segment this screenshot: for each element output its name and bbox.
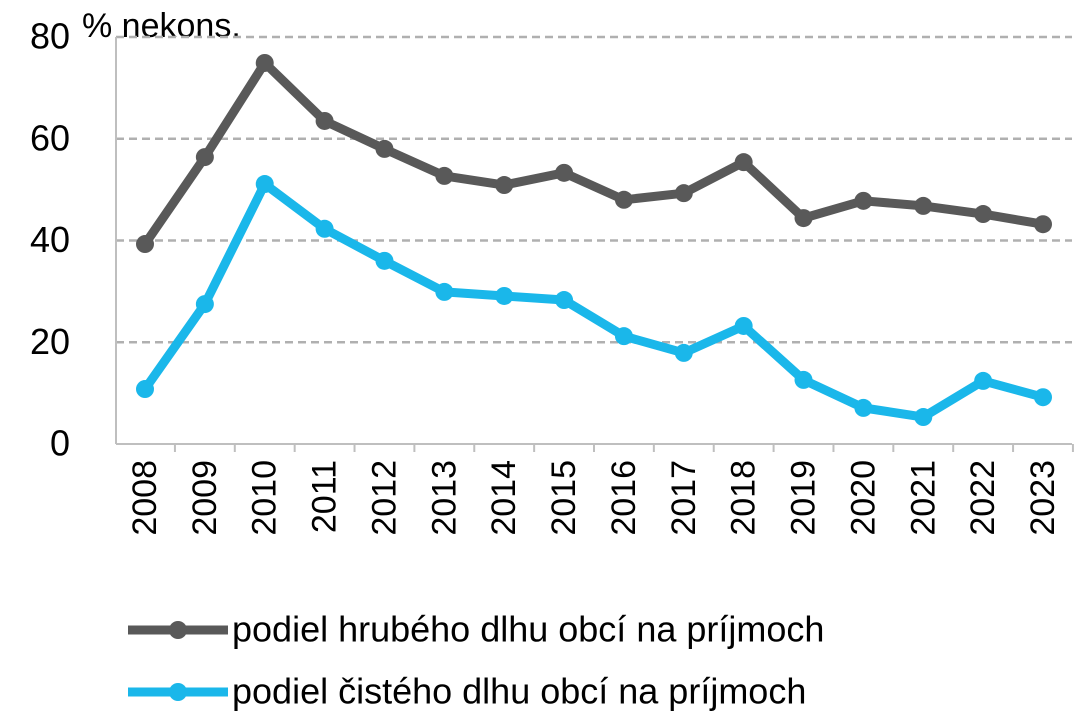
data-point (136, 235, 154, 254)
data-point (1034, 215, 1052, 234)
data-point (674, 343, 693, 362)
y-tick-label: 80 (30, 16, 70, 57)
x-tick-label: 2012 (365, 460, 403, 536)
x-tick-label: 2010 (246, 460, 284, 536)
data-point (614, 327, 633, 346)
series-line (141, 179, 1045, 422)
data-point (794, 209, 813, 228)
data-point (1034, 388, 1052, 407)
x-tick-label: 2021 (904, 460, 942, 536)
data-point (555, 291, 574, 310)
y-tick-label: 0 (50, 423, 70, 464)
data-point (914, 408, 933, 427)
x-tick-label: 2009 (186, 460, 224, 536)
data-point (195, 295, 214, 314)
x-tick-label: 2020 (844, 460, 882, 536)
x-tick-label: 2015 (545, 460, 583, 536)
x-tick-label: 2019 (785, 460, 823, 536)
y-tick-label: 60 (30, 117, 70, 158)
x-tick-label: 2013 (425, 460, 463, 536)
data-point (854, 191, 873, 210)
data-point (914, 196, 933, 215)
data-point (435, 166, 454, 185)
data-point (974, 371, 993, 390)
legend-marker (169, 621, 187, 639)
x-tick-label: 2016 (605, 460, 643, 536)
data-point (495, 286, 514, 305)
data-point (375, 251, 394, 270)
data-point (315, 111, 334, 130)
y-tick-label: 40 (30, 219, 70, 260)
data-point (555, 163, 574, 182)
data-point (435, 282, 454, 301)
series-line (141, 58, 1044, 247)
data-point (495, 176, 514, 195)
y-tick-label: 20 (30, 321, 70, 362)
data-point (614, 190, 633, 209)
data-point (315, 219, 334, 238)
x-tick-label: 2017 (665, 460, 703, 536)
x-tick-label: 2018 (725, 460, 763, 536)
legend-label: podiel hrubého dlhu obcí na príjmoch (232, 609, 824, 650)
x-tick-label: 2014 (485, 460, 523, 536)
data-point (974, 205, 993, 224)
x-tick-label: 2022 (964, 460, 1002, 536)
x-tick-label: 2011 (306, 460, 344, 533)
x-tick-label: 2008 (126, 460, 164, 536)
data-point (375, 139, 394, 158)
data-point (255, 53, 274, 72)
legend-marker (169, 683, 187, 701)
data-point (854, 398, 873, 417)
y-axis-label: % nekons. (82, 7, 241, 45)
legend-label: podiel čistého dlhu obcí na príjmoch (232, 671, 806, 712)
data-point (734, 316, 753, 335)
data-point (674, 184, 693, 203)
data-point (734, 153, 753, 172)
data-point (255, 175, 274, 194)
x-tick-label: 2023 (1024, 460, 1062, 536)
data-point (136, 380, 154, 399)
data-point (195, 148, 214, 167)
data-point (794, 370, 813, 389)
